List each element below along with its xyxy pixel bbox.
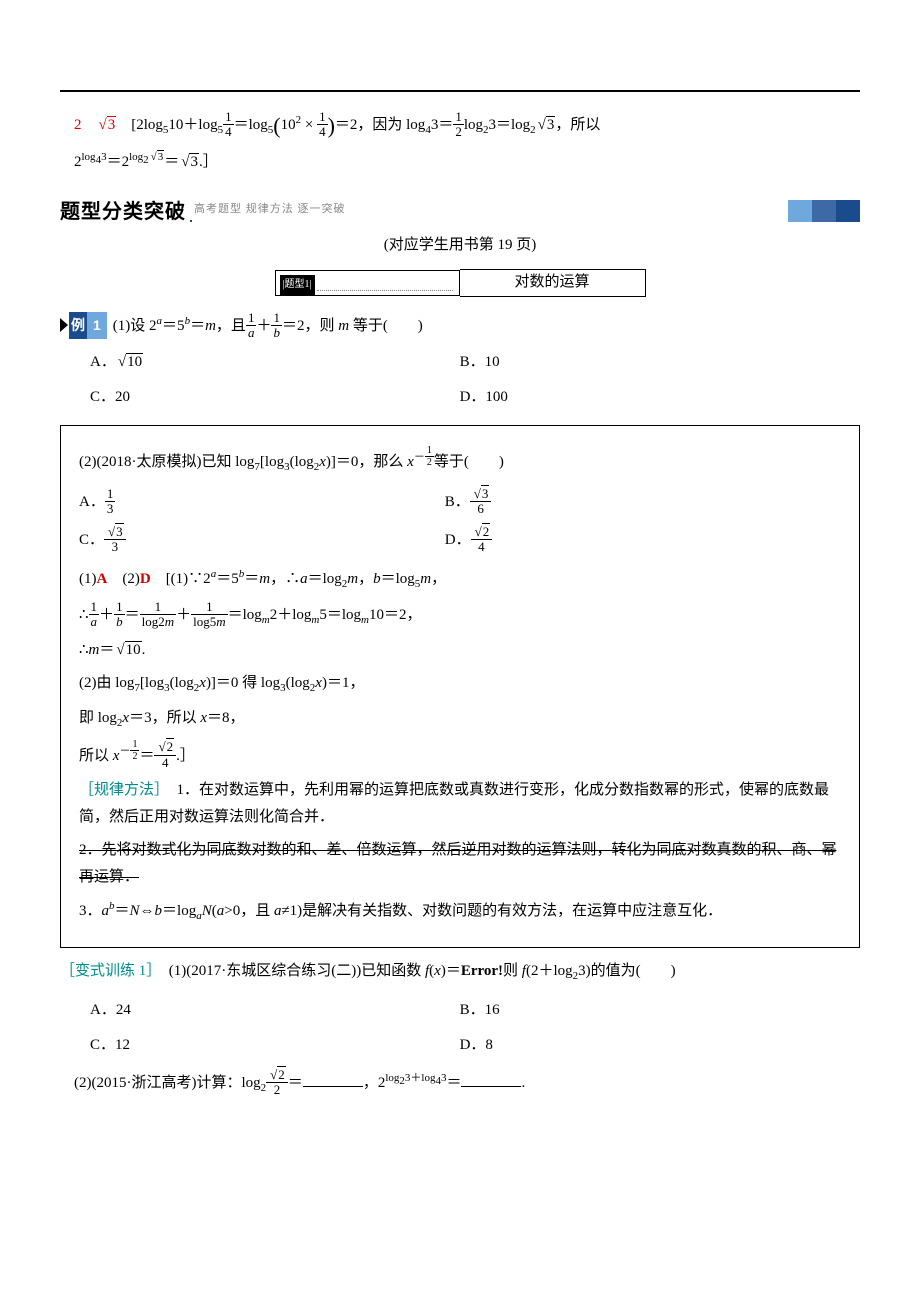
v1-opt-d: D．8 [460,1032,830,1059]
q2-opt-c: C．33 [79,526,445,556]
variant-1: ［变式训练 1］ (1)(2017·东城区综合练习(二))已知函数 f(x)＝E… [60,958,860,987]
topic-tag: |题型1| [280,275,315,295]
answer-line-2: 2log43＝2log23＝3.］ [60,148,860,176]
answer-line-1: 2 3 [2log510＋log514＝log5(102 × 14)＝2，因为 … [60,102,860,142]
page-ref: (对应学生用书第 19 页) [60,232,860,259]
solution-box: (2)(2018·太原模拟)已知 log7[log3(log2x)]＝0，那么 … [60,425,860,948]
opt-a: A．10 [90,349,460,376]
sol-line-4: (2)由 log7[log3(log2x)]＝0 得 log3(log2x)＝1… [79,670,841,699]
rule-label: ［规律方法］ [79,782,162,798]
ans-num: 2 [74,117,97,133]
sol-line-5: 即 log2x＝3，所以 x＝8， [79,705,841,734]
topic-row: |题型1| 对数的运算 [60,269,860,297]
ans-sqrt: 3 [97,112,117,139]
answers-and-sol1: (1)A (2)D [(1)∵2a＝5b＝m，∴a＝log2m，b＝log5m， [79,565,841,595]
opt-d: D．100 [460,384,830,411]
banner-title: 题型分类突破 [60,194,190,222]
example-1-options: A．10 B．10 C．20 D．100 [90,345,860,415]
q2-options: A．13 B．36 C．33 D．24 [79,484,841,559]
rule-1: ［规律方法］ 1．在对数运算中，先利用幂的运算把底数或真数进行变形，化成分数指数… [79,777,841,831]
banner-sub: 高考题型 规律方法 逐一突破 [194,200,346,222]
variant-1-q2: (2)(2015·浙江高考)计算：log222＝，2log23＋log43＝. [60,1069,860,1099]
section-banner: 题型分类突破 高考题型 规律方法 逐一突破 [60,194,860,222]
topic-tag-box: |题型1| [275,270,460,296]
example-label: 例 1 [60,312,107,339]
v1-opt-a: A．24 [90,997,460,1024]
example-1-q: (1)设 2a＝5b＝m，且1a＋1b＝2，则 m 等于( ) [113,312,423,342]
v1-opt-c: C．12 [90,1032,460,1059]
opt-c: C．20 [90,384,460,411]
rule-2: 2．先将对数式化为同底数对数的和、差、倍数运算，然后逆用对数的运算法则，转化为同… [79,837,841,891]
topic-label-box: 对数的运算 [460,269,646,297]
banner-blocks [788,200,860,222]
v1-opt-b: B．16 [460,997,830,1024]
q2-opt-d: D．24 [445,526,811,556]
sol-line-6: 所以 x－12＝24.］ [79,740,841,771]
rule-3: 3．ab＝N⇔b＝logaN(a>0，且 a≠1)是解决有关指数、对数问题的有效… [79,897,841,927]
variant-label: ［变式训练 1］ [60,963,154,979]
example-1: 例 1 (1)设 2a＝5b＝m，且1a＋1b＝2，则 m 等于( ) [60,312,860,342]
opt-b: B．10 [460,349,830,376]
q2-opt-a: A．13 [79,488,445,518]
q2: (2)(2018·太原模拟)已知 log7[log3(log2x)]＝0，那么 … [79,446,841,478]
blank-1 [303,1071,363,1087]
blank-2 [461,1071,521,1087]
sol-line-3: ∴m＝10. [79,637,841,664]
q2-opt-b: B．36 [445,488,811,518]
variant-1-options: A．24 B．16 C．12 D．8 [90,993,860,1063]
sol-line-2: ∴1a＋1b＝1log2m＋1log5m＝logm2＋logm5＝logm10＝… [79,601,841,631]
